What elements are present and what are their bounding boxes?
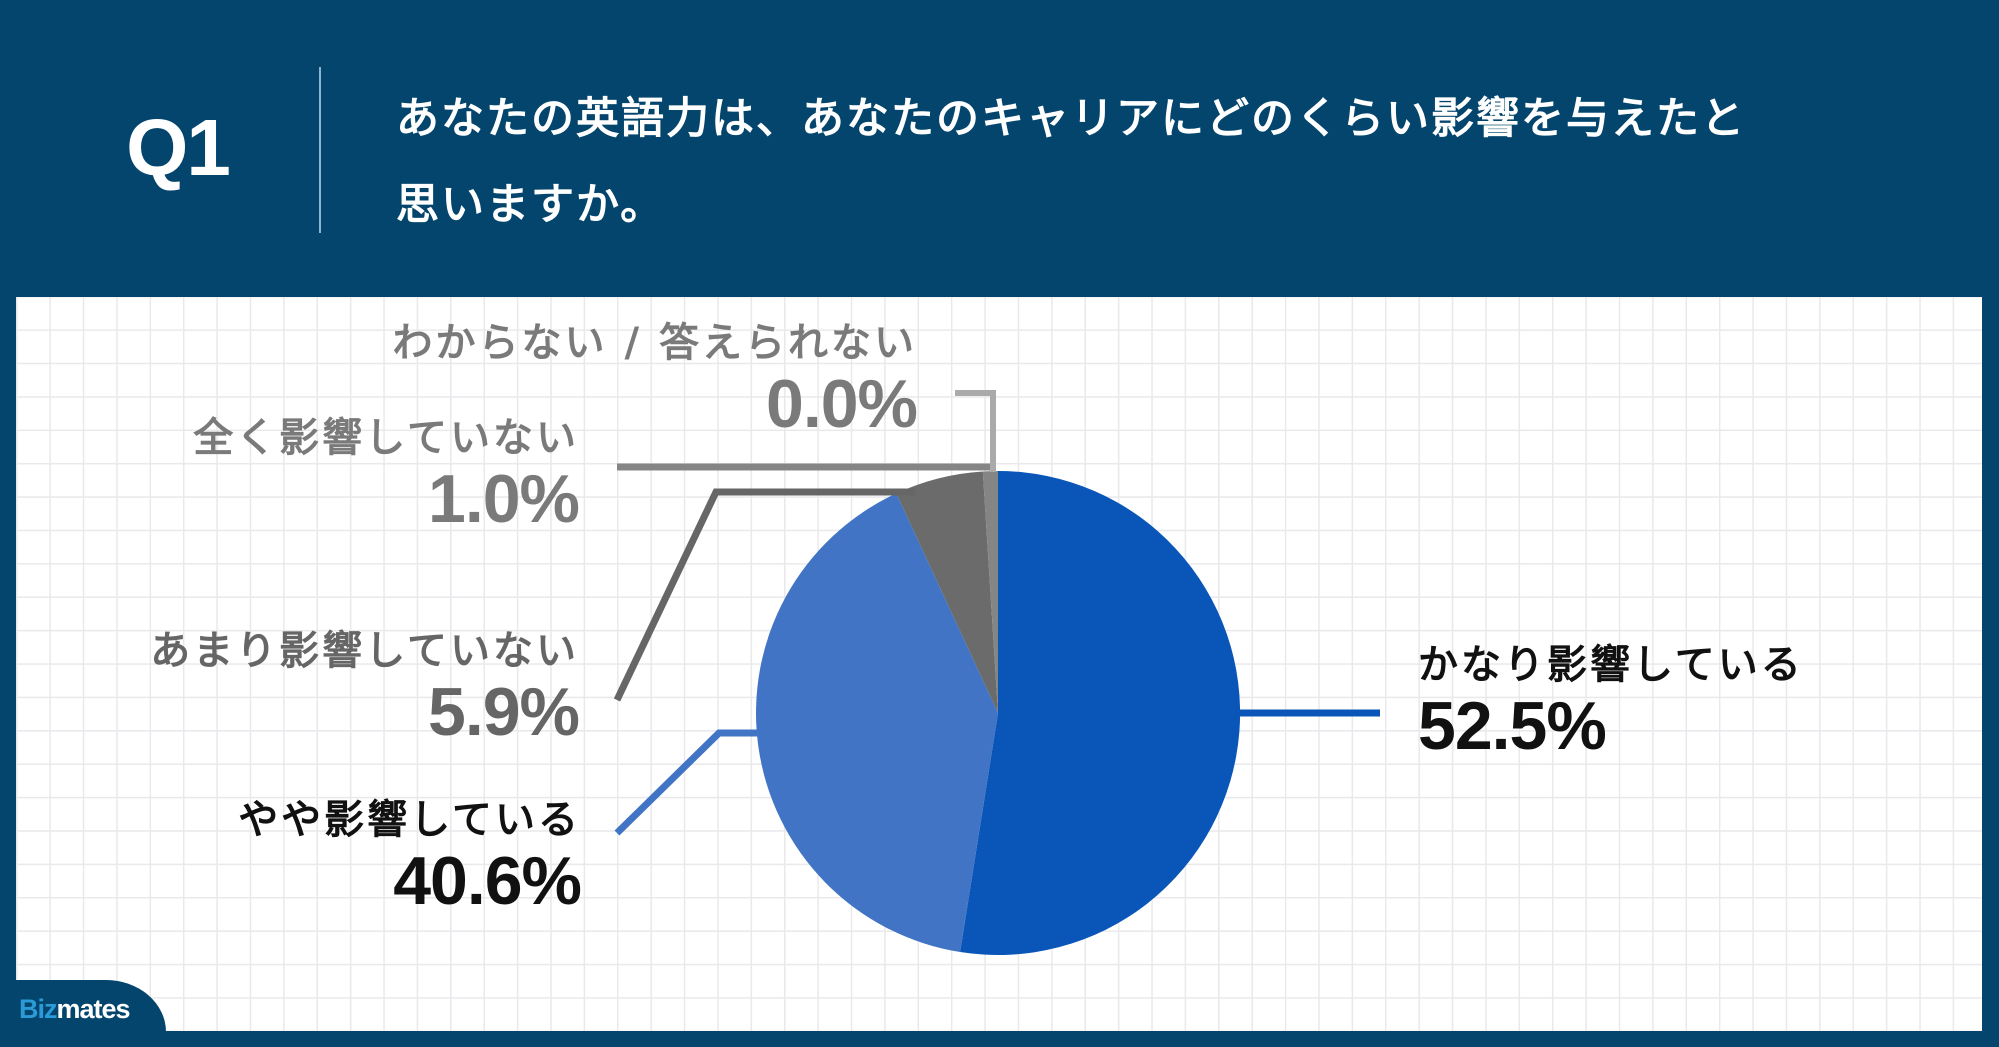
question-line-2: 思いますか。 (396, 180, 666, 230)
logo-mates: mates (56, 994, 131, 1024)
question-text: あなたの英語力は、あなたのキャリアにどのくらい影響を与えたと 思いますか。 (396, 76, 1916, 248)
label-somewhat-pct: 40.6% (393, 843, 582, 919)
logo-biz: Biz (19, 994, 57, 1024)
label-unknown-name: わからない / 答えられない (392, 320, 917, 366)
leader-line-unknown (955, 390, 996, 472)
label-not-at-all-pct: 1.0% (428, 461, 580, 537)
label-very-much-name: かなり影響している (1418, 642, 1804, 688)
slice-not-much (896, 471, 998, 713)
slice-very-much (960, 470, 1241, 955)
label-not-much-pct: 5.9% (428, 674, 580, 750)
label-somewhat-name: やや影響している (238, 797, 581, 843)
label-very-much: かなり影響している 52.5% (1418, 640, 1804, 762)
label-not-at-all: 全く影響していない 1.0% (193, 413, 580, 537)
bizmates-logo: Bizmates (19, 993, 131, 1025)
leader-line-not-much (613, 488, 915, 702)
label-somewhat: やや影響している 40.6% (238, 795, 582, 919)
footer-strip (0, 1031, 1999, 1047)
slice-somewhat (756, 493, 998, 952)
label-not-much: あまり影響していない 5.9% (150, 626, 580, 750)
slice-not-at-all (982, 471, 998, 713)
label-not-at-all-name: 全く影響していない (193, 415, 579, 461)
leader-line-somewhat (614, 729, 762, 836)
label-not-much-name: あまり影響していない (150, 628, 579, 674)
header-bar: Q1 あなたの英語力は、あなたのキャリアにどのくらい影響を与えたと 思いますか。 (0, 0, 1999, 296)
question-line-1: あなたの英語力は、あなたのキャリアにどのくらい影響を与えたと (396, 94, 1746, 144)
question-number: Q1 (126, 103, 231, 192)
label-unknown: わからない / 答えられない 0.0% (392, 318, 918, 442)
label-very-much-pct: 52.5% (1418, 688, 1607, 764)
label-unknown-pct: 0.0% (766, 366, 918, 442)
header-divider (319, 67, 321, 233)
